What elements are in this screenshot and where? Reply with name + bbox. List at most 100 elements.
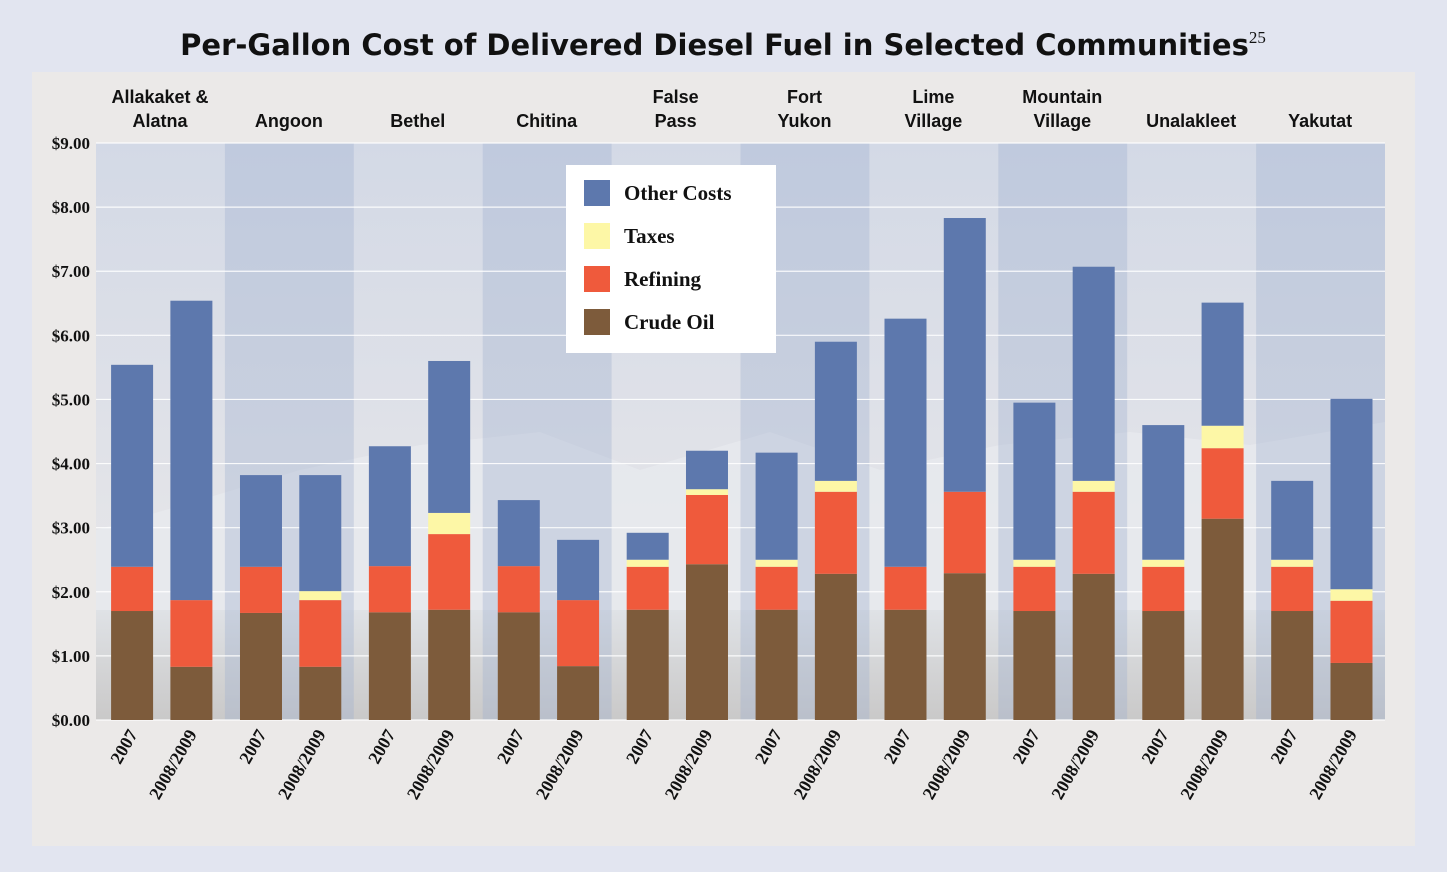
footnote: 25 <box>1249 28 1266 47</box>
bar-segment <box>626 609 669 720</box>
bar-segment <box>1013 402 1056 560</box>
bar-segment <box>1142 566 1185 612</box>
bar-segment <box>1330 589 1373 601</box>
bar-segment <box>1142 611 1185 720</box>
bar-segment <box>884 566 927 610</box>
bar-segment <box>299 475 342 592</box>
legend-swatch <box>584 266 610 292</box>
group-label: Allakaket & Alatna <box>111 87 209 131</box>
bar-segment <box>428 534 471 610</box>
y-tick-label: $8.00 <box>52 198 90 217</box>
y-tick-label: $6.00 <box>52 326 90 345</box>
bar-segment <box>497 612 540 720</box>
bar-segment <box>170 666 213 720</box>
bar-segment <box>1072 491 1115 574</box>
bar-segment <box>814 491 857 574</box>
group-label: Fort Yukon <box>777 87 832 131</box>
bar-segment <box>1201 425 1244 449</box>
bar-segment <box>814 341 857 481</box>
bar-segment <box>814 480 857 492</box>
bar-segment <box>428 360 471 513</box>
y-tick-label: $5.00 <box>52 390 90 409</box>
bar-segment <box>1013 611 1056 720</box>
title-text: Per-Gallon Cost of Delivered Diesel Fuel… <box>180 28 1249 62</box>
bar-segment <box>1271 480 1314 560</box>
bar-segment <box>368 446 411 567</box>
bar-segment <box>755 559 798 567</box>
bar-segment <box>1330 398 1373 590</box>
bar-segment <box>626 566 669 610</box>
y-tick-label: $4.00 <box>52 455 90 474</box>
group-label: Lime Village <box>904 87 963 131</box>
y-tick-label: $1.00 <box>52 647 90 666</box>
bar-segment <box>557 666 600 720</box>
bar-segment <box>1201 518 1244 720</box>
bar-segment <box>685 450 728 490</box>
bar-segment <box>1013 566 1056 612</box>
bar-segment <box>755 452 798 560</box>
legend-label: Other Costs <box>624 181 732 205</box>
bar-segment <box>755 566 798 610</box>
bar-segment <box>557 539 600 601</box>
y-tick-label: $2.00 <box>52 583 90 602</box>
bar-segment <box>1330 662 1373 720</box>
bar-segment <box>814 573 857 720</box>
bar-segment <box>111 611 154 720</box>
bar-segment <box>943 573 986 720</box>
bar-segment <box>626 532 669 560</box>
bar-segment <box>1142 425 1185 560</box>
bar-segment <box>1072 480 1115 492</box>
group-label: False Pass <box>652 87 699 131</box>
bar-segment <box>943 491 986 574</box>
bar-segment <box>557 600 600 667</box>
bar-segment <box>239 612 282 720</box>
bar-segment <box>368 566 411 613</box>
bar-segment <box>299 600 342 667</box>
bar-segment <box>1330 600 1373 663</box>
bar-segment <box>111 364 154 567</box>
bar-segment <box>239 566 282 613</box>
bar-segment <box>943 218 986 492</box>
chart-title: Per-Gallon Cost of Delivered Diesel Fuel… <box>180 28 1266 62</box>
legend-label: Crude Oil <box>624 310 715 334</box>
group-label: Bethel <box>390 111 446 131</box>
bar-segment <box>685 494 728 565</box>
legend-label: Refining <box>624 267 702 291</box>
bar-segment <box>1201 448 1244 519</box>
bar-segment <box>239 475 282 567</box>
group-label: Chitina <box>516 111 578 131</box>
legend-swatch <box>584 309 610 335</box>
legend-label: Taxes <box>624 224 675 248</box>
bar-segment <box>685 489 728 495</box>
bar-segment <box>1271 611 1314 720</box>
bar-segment <box>1142 559 1185 567</box>
bar-segment <box>497 566 540 613</box>
group-label: Mountain Village <box>1022 87 1103 131</box>
bar-segment <box>1201 302 1244 426</box>
bar-segment <box>170 300 213 601</box>
bar-segment <box>299 666 342 720</box>
bar-segment <box>1072 573 1115 720</box>
y-tick-label: $9.00 <box>52 134 90 153</box>
group-label: Yakutat <box>1288 111 1353 131</box>
bar-segment <box>428 609 471 720</box>
legend-swatch <box>584 180 610 206</box>
legend-swatch <box>584 223 610 249</box>
bar-segment <box>685 564 728 720</box>
bar-segment <box>428 512 471 535</box>
group-label: Unalakleet <box>1146 111 1237 131</box>
bar-segment <box>884 609 927 720</box>
bar-segment <box>497 500 540 567</box>
bar-segment <box>626 559 669 567</box>
bar-segment <box>111 566 154 612</box>
bar-segment <box>170 600 213 667</box>
bar-segment <box>299 591 342 601</box>
y-tick-label: $0.00 <box>52 711 90 730</box>
bar-segment <box>1072 266 1115 481</box>
bar-segment <box>755 609 798 720</box>
y-tick-label: $7.00 <box>52 262 90 281</box>
bar-segment <box>1013 559 1056 567</box>
bar-segment <box>884 318 927 567</box>
